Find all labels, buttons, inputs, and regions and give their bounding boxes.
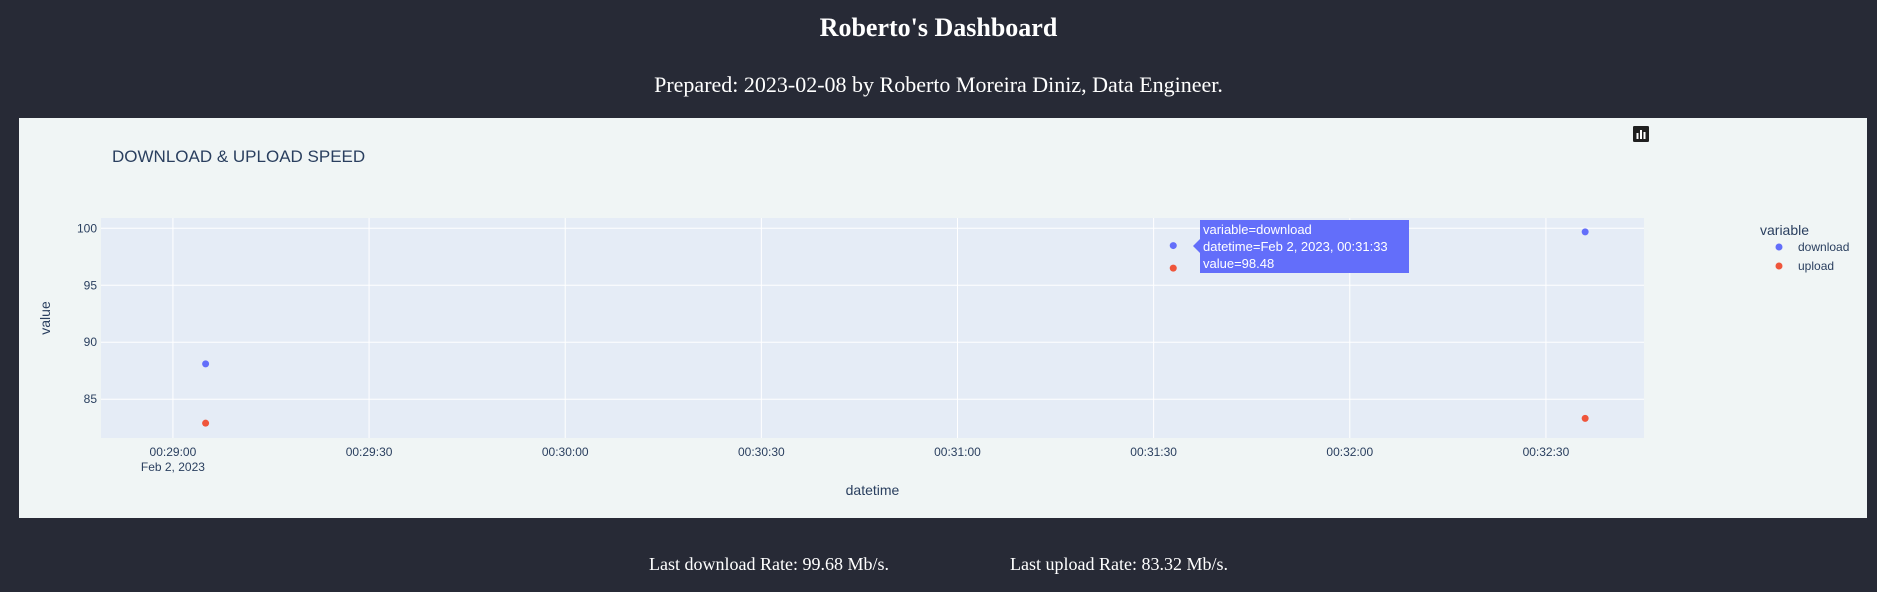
data-point-upload[interactable] [1581, 414, 1589, 422]
x-tick-label: 00:31:00 [934, 445, 981, 459]
legend-marker-upload [1775, 262, 1783, 270]
legend-marker-download [1775, 243, 1783, 251]
zoom-icon[interactable] [1633, 126, 1683, 146]
x-tick-label: 00:30:00 [542, 445, 589, 459]
x-tick-label: 00:29:30 [346, 445, 393, 459]
data-point-download[interactable] [1581, 228, 1589, 236]
tooltip-datetime: datetime=Feb 2, 2023, 00:31:33 [1203, 239, 1388, 254]
data-point-upload[interactable] [202, 419, 210, 427]
legend-item-download[interactable]: download [1798, 240, 1849, 254]
legend-title: variable [1760, 222, 1809, 238]
last-download-rate: Last download Rate: 99.68 Mb/s. [649, 554, 889, 574]
x-tick-label: 00:32:30 [1523, 445, 1570, 459]
tooltip-variable: variable=download [1203, 222, 1312, 237]
x-tick-label: 00:32:00 [1326, 445, 1373, 459]
last-upload-rate: Last upload Rate: 83.32 Mb/s. [1010, 554, 1228, 574]
lasso-icon[interactable] [1635, 126, 1743, 146]
y-axis-label: value [37, 301, 53, 335]
data-point-upload[interactable] [1169, 264, 1177, 272]
zoom-in-icon[interactable] [1633, 126, 1773, 146]
tooltip-arrow [1193, 239, 1200, 253]
hover-tooltip: variable=download datetime=Feb 2, 2023, … [1200, 220, 1409, 273]
data-point-download[interactable] [1169, 242, 1177, 250]
page-title: Roberto's Dashboard [819, 13, 1058, 42]
reset-axes-icon[interactable] [1633, 126, 1833, 146]
modebar [1633, 126, 1863, 146]
chart-title: DOWNLOAD & UPLOAD SPEED [112, 147, 365, 166]
legend-item-upload[interactable]: upload [1798, 259, 1834, 273]
y-tick-label: 90 [84, 335, 98, 349]
tooltip-value: value=98.48 [1203, 256, 1275, 271]
x-tick-label: 00:30:30 [738, 445, 785, 459]
y-tick-label: 95 [84, 278, 98, 292]
box-select-icon[interactable] [1633, 126, 1723, 146]
page-subtitle: Prepared: 2023-02-08 by Roberto Moreira … [654, 72, 1223, 97]
x-tick-label: 00:29:00 [150, 445, 197, 459]
y-tick-label: 85 [84, 392, 98, 406]
plotly-logo-icon[interactable] [1633, 126, 1863, 146]
data-point-download[interactable] [202, 360, 210, 368]
autoscale-icon[interactable] [1633, 126, 1813, 146]
plot-background [101, 218, 1644, 438]
pan-icon[interactable] [1633, 126, 1703, 146]
x-axis-label: datetime [846, 482, 900, 498]
chart-panel: 85 90 95 100 00:29:00 Feb 2, 2023 00:29:30 00:3… [19, 118, 1867, 518]
zoom-out-icon[interactable] [1633, 126, 1793, 146]
y-tick-label: 100 [77, 221, 97, 235]
x-tick-date-label: Feb 2, 2023 [141, 460, 205, 474]
x-tick-label: 00:31:30 [1130, 445, 1177, 459]
